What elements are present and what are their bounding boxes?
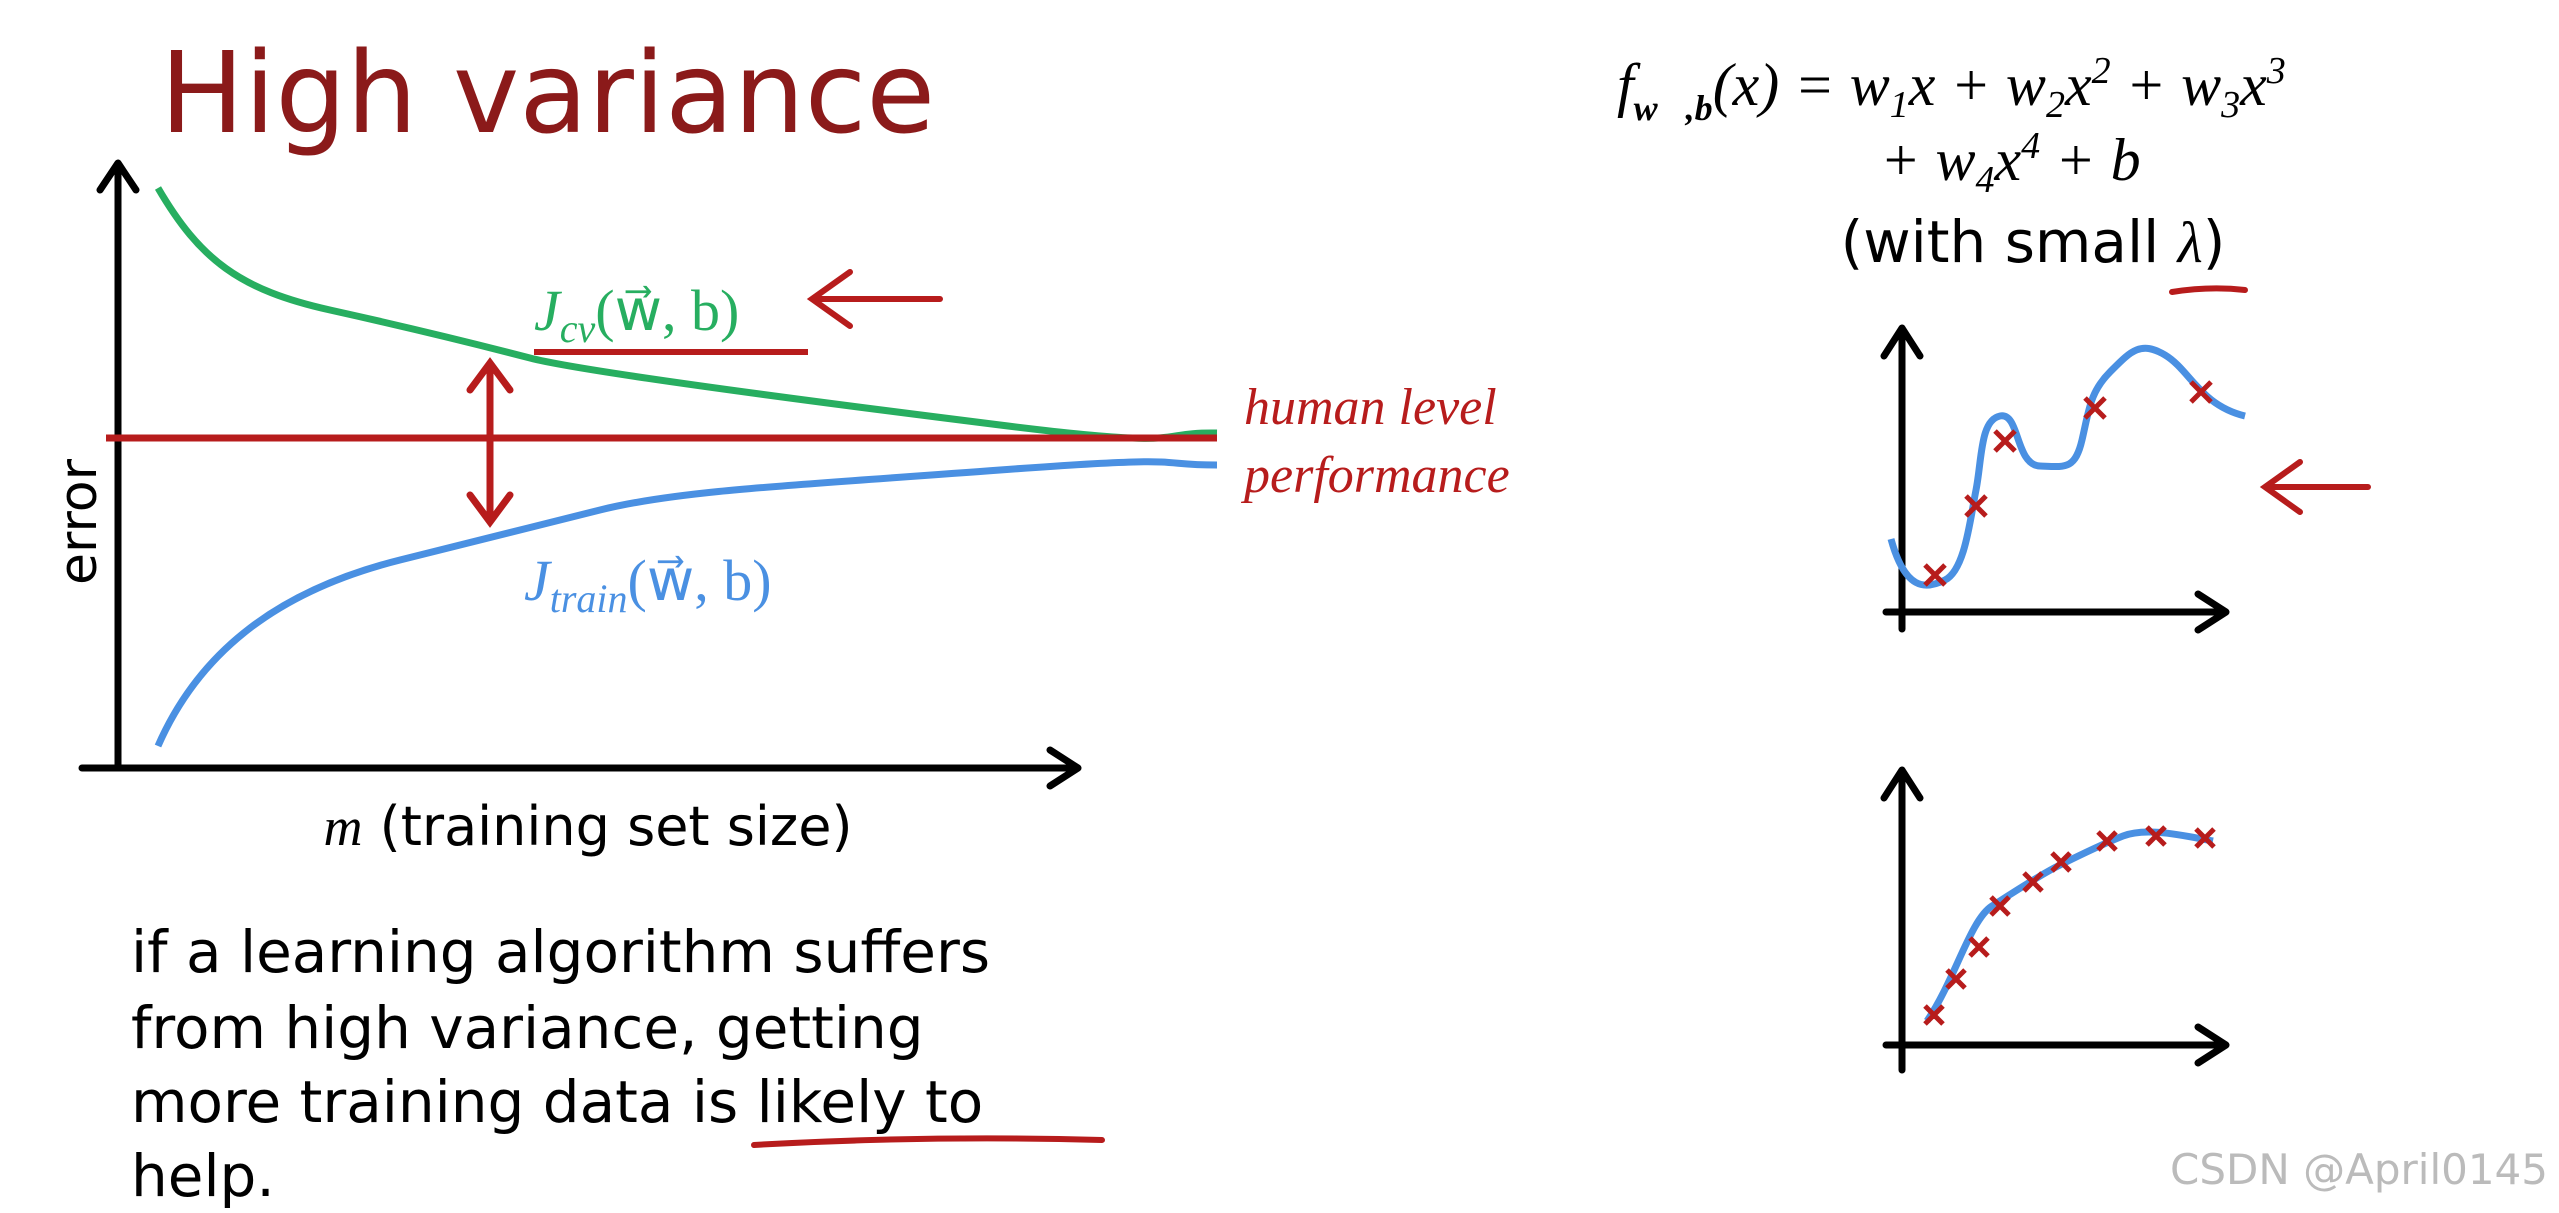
- text-line: help.: [131, 1142, 275, 1210]
- cv-arrow: [806, 269, 943, 329]
- data-points: [1923, 825, 2216, 1026]
- x-axis: [78, 746, 1082, 790]
- plot-arrow: [2259, 459, 2371, 515]
- train-curve: [154, 458, 1218, 748]
- sup: 3: [2266, 50, 2286, 92]
- train-label: Jtrain(w⃗, b): [524, 548, 772, 621]
- sup: 2: [2092, 50, 2111, 92]
- fit-curve: [1887, 344, 2246, 589]
- watermark: CSDN @April0145: [2170, 1145, 2548, 1194]
- t: x + w: [1908, 52, 2046, 118]
- x-label-text: (training set size): [362, 795, 852, 858]
- x-label: m (training set size): [323, 795, 852, 858]
- formula-line-1: fw⃗,b(x) = w1x + w2x2 + w3x3: [1617, 50, 2286, 128]
- x-label-var: m: [323, 797, 362, 857]
- train-label-args: (w⃗, b): [628, 548, 772, 613]
- t: (x) = w: [1713, 52, 1890, 118]
- cv-label-j: J: [534, 278, 563, 343]
- y-axis: [1880, 324, 1924, 633]
- lambda-underline: [2169, 285, 2248, 295]
- t: x: [1994, 127, 2022, 193]
- x-axis: [1882, 590, 2230, 634]
- sup: 4: [2021, 125, 2040, 167]
- text-span: more training data: [131, 1068, 692, 1136]
- t: + b: [2040, 127, 2141, 193]
- paragraph: if a learning algorithm suffers from hig…: [131, 918, 990, 1210]
- text-line: more training data is likely to: [131, 1068, 983, 1136]
- t: (with small: [1841, 208, 2178, 276]
- sub: 2: [2046, 84, 2065, 126]
- emphasis-underline: [751, 1135, 1105, 1148]
- gap-arrow: [466, 357, 514, 528]
- sub: 1: [1890, 84, 1909, 126]
- title: High variance: [160, 29, 935, 159]
- train-label-j: J: [524, 548, 553, 613]
- y-axis: [96, 159, 140, 772]
- t: + w: [1880, 127, 1976, 193]
- t: ): [2203, 208, 2226, 276]
- learning-curve: error m (training set size) Jcv(w⃗, b) J…: [49, 159, 1510, 858]
- t: x: [2064, 52, 2092, 118]
- goodfit-plot: [1880, 766, 2230, 1074]
- text-line: if a learning algorithm suffers: [131, 918, 990, 986]
- overfit-plot: [1880, 324, 2371, 634]
- data-points: [1923, 380, 2213, 587]
- cv-label-args: (w⃗, b): [595, 278, 739, 343]
- y-label: error: [49, 458, 109, 585]
- cv-label-sub: cv: [560, 306, 596, 351]
- text-line: from high variance, getting: [131, 994, 924, 1062]
- lambda: λ: [2176, 210, 2203, 275]
- sub: 3: [2220, 84, 2240, 126]
- y-axis: [1880, 766, 1924, 1074]
- x-axis: [1882, 1023, 2230, 1067]
- human-label-1: human level: [1244, 379, 1497, 436]
- sub: 4: [1976, 159, 1995, 201]
- text-emphasis: is likely to: [692, 1068, 983, 1136]
- formula: fw⃗,b(x) = w1x + w2x2 + w3x3 + w4x4 + b …: [1617, 50, 2286, 276]
- human-label-2: performance: [1240, 447, 1510, 504]
- cv-label: Jcv(w⃗, b): [534, 278, 739, 351]
- train-label-sub: train: [550, 576, 628, 621]
- formula-line-2: + w4x4 + b: [1880, 125, 2141, 201]
- sub: w⃗,b: [1634, 88, 1713, 128]
- formula-line-3: (with small λ): [1841, 208, 2226, 276]
- t: x: [2239, 52, 2267, 118]
- t: + w: [2111, 52, 2222, 118]
